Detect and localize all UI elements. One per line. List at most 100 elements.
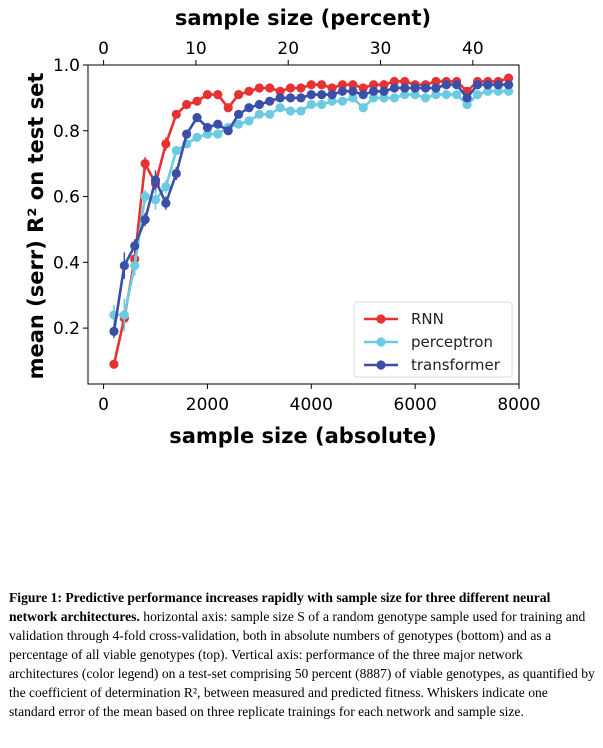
figure-caption: Figure 1: Predictive performance increas… — [9, 588, 595, 721]
data-point — [182, 129, 192, 139]
data-point — [389, 83, 399, 93]
data-point — [265, 96, 275, 106]
top-axis-title: sample size (percent) — [175, 6, 431, 30]
data-point — [472, 89, 483, 100]
data-point — [296, 93, 306, 103]
data-point — [171, 168, 181, 179]
data-point — [254, 109, 264, 119]
series-perceptron — [109, 86, 514, 332]
data-point — [213, 129, 223, 139]
data-point — [389, 93, 399, 103]
data-point — [420, 83, 431, 93]
data-point — [306, 80, 316, 90]
data-point — [504, 73, 514, 83]
data-point — [431, 76, 441, 87]
bottom-axis-title: sample size (absolute) — [169, 424, 437, 448]
data-point — [285, 106, 296, 116]
caption-title: Figure 1: Predictive performance increas… — [9, 590, 551, 624]
legend-label: transformer — [411, 356, 501, 374]
y-tick-label: 0.2 — [53, 319, 80, 339]
data-point — [358, 103, 368, 113]
data-point — [327, 89, 337, 100]
data-point — [317, 89, 327, 100]
data-point — [140, 214, 150, 225]
data-point — [358, 83, 368, 93]
data-point — [493, 80, 503, 90]
data-point — [317, 99, 327, 110]
data-point — [244, 116, 254, 126]
data-point — [171, 145, 181, 156]
data-point — [213, 89, 223, 100]
data-point — [441, 80, 451, 90]
data-point — [130, 261, 140, 271]
data-point — [254, 83, 264, 93]
y-tick-label: 0.6 — [53, 188, 80, 208]
x-tick-label: 8000 — [497, 395, 540, 415]
data-point — [150, 195, 161, 205]
data-point — [358, 89, 368, 100]
data-point — [472, 80, 483, 90]
data-point — [348, 80, 358, 90]
data-point — [244, 86, 254, 96]
data-point — [369, 80, 379, 90]
x-tick-label: 6000 — [394, 395, 437, 415]
series-layer — [109, 73, 514, 369]
data-point — [192, 113, 202, 123]
data-point — [296, 106, 306, 116]
data-point — [420, 93, 431, 103]
caption-text: horizontal axis: sample size S of a rand… — [9, 609, 595, 719]
data-point — [389, 76, 399, 87]
data-point — [306, 89, 316, 100]
bottom-axis: 0 2000 4000 6000 8000 — [98, 384, 541, 415]
data-point — [285, 83, 296, 93]
data-point — [161, 198, 171, 208]
x-tick-label: 2000 — [186, 395, 229, 415]
data-point — [483, 86, 493, 96]
data-point — [161, 182, 171, 192]
left-axis-title: mean (serr) R² on test set — [24, 73, 48, 380]
y-tick-label: 0.8 — [53, 122, 80, 142]
data-point — [130, 241, 140, 251]
legend: RNN perceptron transformer — [353, 301, 513, 378]
data-point — [233, 89, 244, 100]
data-point — [410, 83, 420, 93]
data-point — [161, 139, 171, 149]
data-point — [140, 159, 150, 169]
data-point — [400, 83, 410, 93]
data-point — [379, 80, 389, 90]
data-point — [327, 96, 337, 106]
data-point — [109, 359, 119, 369]
data-point — [296, 83, 306, 93]
data-point — [317, 80, 327, 90]
legend-marker — [376, 360, 386, 370]
x2-tick-label: 20 — [277, 39, 299, 59]
data-point — [483, 80, 493, 90]
data-point — [400, 76, 410, 87]
y-tick-label: 0.4 — [53, 253, 80, 273]
x2-tick-label: 30 — [370, 39, 392, 59]
data-point — [369, 86, 379, 96]
legend-marker — [376, 337, 386, 347]
data-point — [150, 175, 161, 185]
data-point — [254, 99, 264, 110]
legend-box — [353, 301, 513, 378]
data-point — [213, 119, 223, 129]
data-point — [233, 109, 244, 119]
data-point — [452, 89, 462, 100]
series-transformer — [109, 80, 514, 338]
legend-label: RNN — [411, 310, 444, 328]
data-point — [431, 89, 441, 100]
top-axis: 0 10 20 30 40 — [98, 39, 484, 65]
legend-marker — [376, 314, 386, 324]
data-point — [275, 93, 285, 103]
data-point — [140, 191, 150, 202]
data-point — [109, 326, 119, 336]
data-point — [410, 89, 420, 100]
data-point — [306, 99, 316, 110]
data-point — [337, 96, 348, 106]
data-point — [348, 86, 358, 96]
x-tick-label: 0 — [98, 395, 109, 415]
data-point — [265, 83, 275, 93]
data-point — [192, 132, 202, 142]
data-point — [379, 93, 389, 103]
